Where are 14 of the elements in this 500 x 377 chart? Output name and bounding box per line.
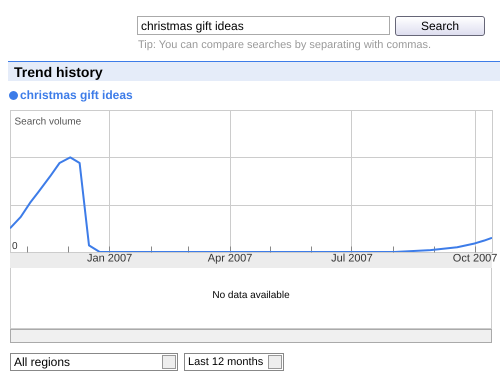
legend-label: christmas gift ideas bbox=[20, 88, 133, 102]
text: No data available bbox=[10, 268, 492, 329]
x-tick-label: Oct 2007 bbox=[452, 252, 498, 264]
y-axis-title: Search volume bbox=[14, 116, 82, 128]
text: Tip: You can compare searches by separating with commas. bbox=[138, 39, 432, 51]
chart-title: Trend history bbox=[8, 61, 500, 81]
annotation: 0 bbox=[12, 241, 18, 252]
x-tick-label: Jul 2007 bbox=[331, 252, 373, 264]
region-dropdown: All regions bbox=[10, 353, 178, 371]
search-button: Search bbox=[395, 16, 485, 36]
search-field: christmas gift ideas bbox=[137, 16, 390, 35]
x-tick-label: Apr 2007 bbox=[208, 252, 252, 264]
period-dropdown: Last 12 months bbox=[184, 353, 284, 371]
x-tick-label: Jan 2007 bbox=[86, 252, 132, 264]
